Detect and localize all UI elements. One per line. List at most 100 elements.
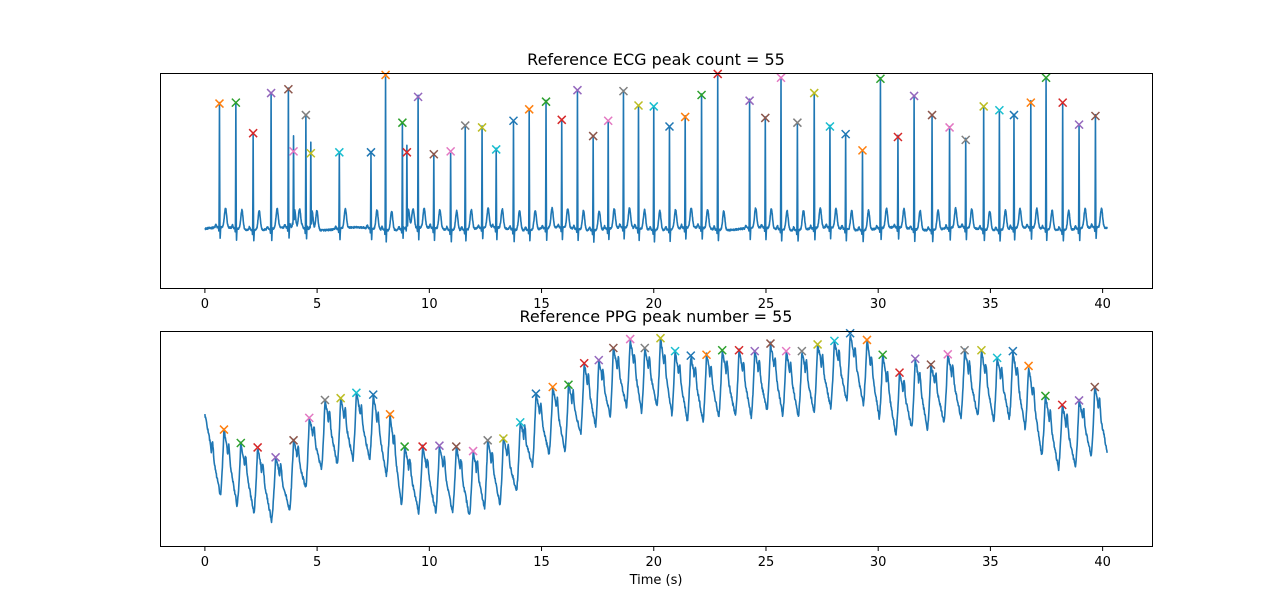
- peak-marker: [1090, 382, 1100, 392]
- peak-marker: [1041, 73, 1051, 83]
- peak-marker: [825, 121, 835, 132]
- peak-marker: [1040, 391, 1050, 401]
- peak-marker: [1009, 110, 1019, 120]
- peak-marker: [214, 99, 225, 109]
- peak-marker: [572, 85, 582, 95]
- peak-marker: [655, 333, 666, 343]
- ecg-title: Reference ECG peak count = 55: [527, 50, 785, 69]
- peak-marker: [845, 328, 855, 338]
- x-tick-label: 5: [313, 297, 321, 312]
- peak-marker: [515, 417, 525, 427]
- x-tick-label: 40: [1094, 297, 1111, 312]
- peak-marker: [301, 110, 311, 120]
- peak-marker: [498, 433, 508, 444]
- peak-marker: [266, 88, 276, 98]
- x-tick-label: 15: [533, 555, 550, 570]
- ppg-signal-line: [204, 334, 1108, 524]
- peak-marker: [813, 339, 823, 349]
- x-tick-label: 0: [201, 555, 209, 570]
- ppg-axes-frame: [160, 331, 1153, 547]
- peak-marker: [385, 409, 395, 419]
- peak-marker: [563, 380, 574, 390]
- ppg-panel: Reference PPG peak number = 55 0 5 10 15 20 2…: [160, 307, 1153, 588]
- x-tick-label: 20: [645, 555, 662, 570]
- peak-marker: [468, 446, 478, 456]
- peak-marker: [434, 441, 444, 451]
- peak-marker: [236, 438, 246, 448]
- peak-marker: [381, 70, 391, 80]
- peak-marker: [1008, 346, 1018, 356]
- peak-marker: [594, 355, 604, 365]
- peak-marker: [976, 345, 986, 355]
- peak-marker: [734, 345, 744, 355]
- peak-marker: [893, 132, 903, 142]
- peak-marker: [418, 442, 428, 452]
- x-tick-label: 25: [758, 555, 775, 570]
- peak-marker: [483, 435, 493, 445]
- peak-marker: [765, 339, 775, 349]
- peak-marker: [402, 147, 412, 157]
- x-tick-label: 0: [201, 297, 209, 312]
- peak-marker: [909, 91, 919, 101]
- peak-marker: [1074, 120, 1084, 130]
- peak-marker: [927, 110, 937, 120]
- x-tick-label: 10: [421, 297, 438, 312]
- peak-marker: [792, 118, 802, 128]
- ecg-panel: Reference ECG peak count = 55 0 5 10 15 20 25…: [160, 50, 1153, 312]
- peak-marker: [413, 92, 423, 102]
- peak-marker: [271, 452, 281, 462]
- ecg-axes-frame: [160, 73, 1153, 289]
- peak-marker: [334, 147, 344, 157]
- peak-marker: [781, 346, 791, 356]
- peak-marker: [368, 390, 378, 400]
- x-tick-label: 40: [1094, 555, 1111, 570]
- peak-marker: [548, 382, 558, 392]
- peak-marker: [541, 97, 551, 107]
- ecg-peak-markers: [214, 69, 1100, 159]
- peak-marker: [841, 129, 851, 139]
- x-tick-label: 35: [982, 555, 999, 570]
- peak-marker: [491, 144, 501, 154]
- peak-marker: [625, 334, 635, 344]
- peak-marker: [910, 354, 920, 364]
- x-tick-label: 30: [870, 555, 887, 570]
- peak-marker: [809, 88, 819, 98]
- peak-marker: [446, 146, 456, 156]
- peak-marker: [451, 442, 461, 452]
- peak-marker: [1074, 395, 1084, 405]
- peak-marker: [588, 131, 598, 141]
- x-tick-label: 25: [758, 297, 775, 312]
- peak-marker: [366, 147, 376, 157]
- peak-marker: [400, 442, 410, 452]
- ecg-signal-line: [204, 75, 1108, 243]
- peak-marker: [351, 388, 361, 398]
- peak-marker: [618, 86, 628, 96]
- peak-marker: [878, 350, 888, 360]
- peak-marker: [680, 112, 690, 122]
- x-tick-label: 30: [870, 297, 887, 312]
- peak-marker: [875, 74, 885, 84]
- ppg-x-axis-label: Time (s): [629, 573, 683, 588]
- ecg-x-ticks: 0 5 10 15 20 25 30 35 40: [201, 288, 1111, 312]
- peak-marker: [960, 345, 970, 355]
- peak-marker: [429, 149, 439, 159]
- peak-marker: [253, 442, 263, 452]
- peak-marker: [943, 349, 953, 359]
- peak-marker: [697, 90, 707, 100]
- peak-marker: [579, 358, 589, 368]
- peak-marker: [231, 98, 241, 108]
- peak-marker: [304, 413, 314, 423]
- x-tick-label: 15: [533, 297, 550, 312]
- peak-marker: [994, 105, 1004, 115]
- peak-marker: [926, 360, 936, 370]
- peak-marker: [776, 73, 786, 83]
- peak-marker: [649, 101, 659, 111]
- peak-marker: [336, 393, 346, 403]
- peak-marker: [531, 389, 541, 399]
- peak-marker: [945, 122, 955, 132]
- peak-marker: [992, 353, 1002, 363]
- peak-marker: [633, 100, 644, 111]
- peak-marker: [961, 135, 971, 145]
- peak-marker: [289, 146, 299, 156]
